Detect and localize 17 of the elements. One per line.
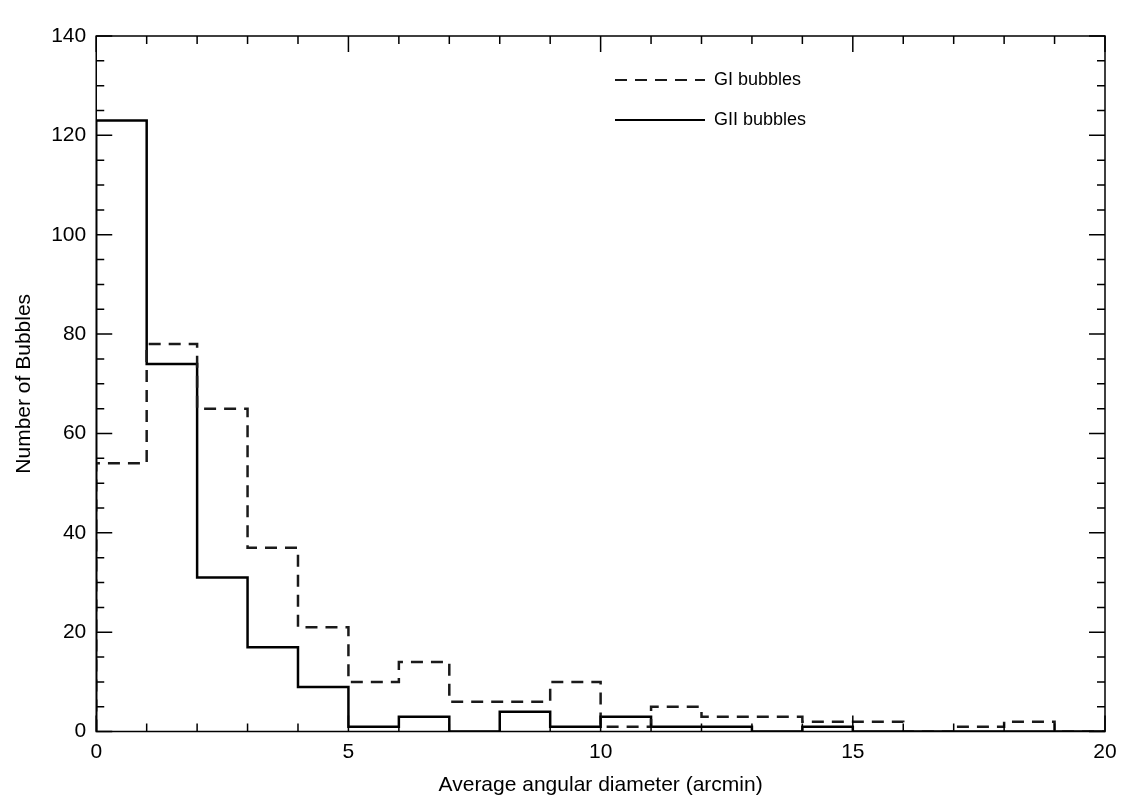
x-tick-label: 10 xyxy=(588,739,613,762)
x-tick-label: 5 xyxy=(342,739,355,762)
x-tick-label: 20 xyxy=(1093,739,1117,762)
y-tick-label: 80 xyxy=(62,320,87,344)
x-tick-label: 0 xyxy=(90,739,103,762)
y-axis-title: Number of Bubbles xyxy=(11,293,35,474)
y-tick-label: 60 xyxy=(62,420,87,444)
y-tick-label: 140 xyxy=(51,22,87,46)
y-tick-label: 40 xyxy=(62,519,87,543)
y-tick-label: 20 xyxy=(62,619,87,643)
x-tick-label: 15 xyxy=(841,739,865,762)
x-axis-title: Average angular diameter (arcmin) xyxy=(438,772,763,796)
legend-label: GI bubbles xyxy=(714,68,802,89)
legend-label: GII bubbles xyxy=(714,108,807,129)
y-tick-label: 120 xyxy=(51,122,87,146)
y-tick-label: 0 xyxy=(74,718,87,742)
y-tick-label: 100 xyxy=(51,221,87,245)
